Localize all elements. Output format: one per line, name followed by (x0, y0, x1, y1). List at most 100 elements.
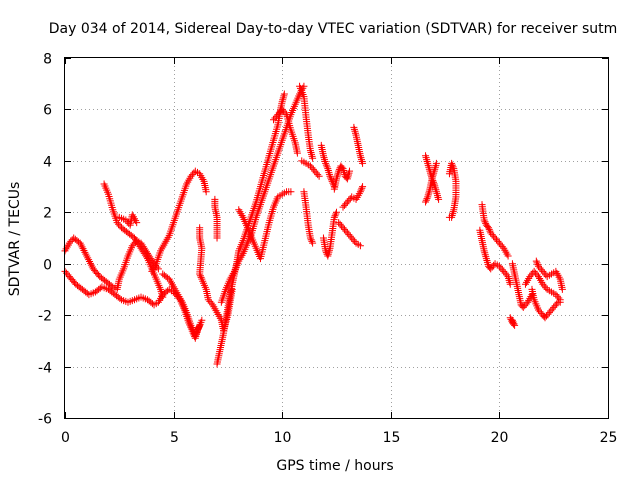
data-point (270, 116, 278, 124)
data-point (339, 224, 347, 232)
data-point (435, 195, 443, 203)
series-arc-y (478, 201, 512, 260)
data-point (314, 171, 322, 179)
data-point (339, 203, 347, 211)
data-point (128, 242, 136, 250)
data-point (356, 242, 364, 250)
data-point (433, 192, 441, 200)
data-point (309, 165, 317, 173)
data-point (509, 318, 517, 326)
data-point (556, 298, 564, 306)
data-point (432, 161, 440, 169)
data-point (345, 196, 353, 204)
data-point (544, 310, 552, 318)
data-point (532, 269, 540, 277)
data-point (359, 183, 367, 191)
data-point (356, 188, 364, 196)
data-point (423, 156, 431, 164)
data-point (350, 123, 358, 131)
data-point (504, 252, 512, 260)
data-point (323, 163, 331, 171)
data-point (279, 96, 287, 104)
data-point (423, 158, 431, 165)
data-point (481, 218, 489, 226)
data-point (326, 172, 334, 180)
data-point (346, 232, 354, 240)
data-point (338, 222, 346, 230)
data-point (545, 309, 553, 317)
data-point (482, 219, 490, 227)
data-point (425, 163, 433, 171)
data-point (116, 294, 124, 302)
data-point (272, 112, 280, 120)
data-point (280, 90, 288, 98)
data-point (359, 159, 367, 167)
data-point (322, 159, 330, 167)
data-point (333, 208, 340, 216)
data-point (449, 210, 457, 218)
data-point (494, 237, 502, 245)
series-arc-r (330, 162, 354, 193)
data-point (541, 314, 549, 322)
data-point (345, 231, 353, 239)
series-arc-l (270, 105, 301, 157)
data-point (67, 237, 75, 245)
data-point (187, 172, 195, 180)
data-point (202, 188, 210, 196)
data-point (346, 167, 354, 175)
data-point (159, 293, 167, 301)
x-tick-label: 25 (600, 430, 618, 446)
data-point (488, 231, 496, 239)
data-point (539, 267, 547, 275)
data-point (495, 239, 503, 247)
data-point (336, 220, 344, 228)
data-point (330, 213, 338, 221)
data-point (198, 316, 206, 324)
y-tick-label: 0 (43, 258, 52, 274)
data-point (358, 184, 366, 192)
series-arc-x (445, 159, 460, 221)
x-tick-label: 15 (383, 430, 401, 446)
data-point (424, 159, 432, 167)
data-point (542, 312, 550, 320)
data-point (490, 232, 498, 240)
data-points (61, 82, 566, 368)
data-point (521, 302, 529, 310)
series-arc-w (422, 159, 440, 206)
x-tick-label: 0 (61, 430, 70, 446)
data-point (357, 186, 365, 194)
data-point (445, 213, 453, 221)
data-point (271, 114, 279, 122)
data-point (542, 284, 550, 292)
data-point (338, 163, 346, 171)
data-point (534, 306, 542, 314)
data-point (500, 267, 508, 275)
data-point (483, 257, 491, 264)
series-arc-za (508, 260, 536, 311)
data-point (340, 201, 348, 209)
series-arc-j (217, 82, 308, 306)
data-point (293, 149, 301, 157)
data-point (196, 321, 204, 329)
data-point (157, 287, 165, 295)
data-point (485, 225, 493, 233)
data-point (422, 152, 430, 160)
data-point (335, 219, 343, 227)
series-arc-n (300, 188, 317, 247)
data-point (65, 239, 73, 247)
data-point (315, 172, 323, 180)
series-arc-t (339, 183, 367, 211)
data-point (312, 169, 320, 177)
series-arc-e (148, 167, 210, 275)
data-point (536, 264, 544, 272)
data-point (432, 159, 440, 167)
data-point (322, 161, 330, 169)
data-point (308, 150, 316, 158)
data-point (334, 171, 342, 179)
data-point (485, 224, 493, 232)
data-point (281, 109, 289, 117)
data-point (349, 236, 357, 244)
data-point (327, 176, 335, 184)
series-arc-s (335, 219, 364, 250)
series-arc-d (115, 211, 141, 229)
